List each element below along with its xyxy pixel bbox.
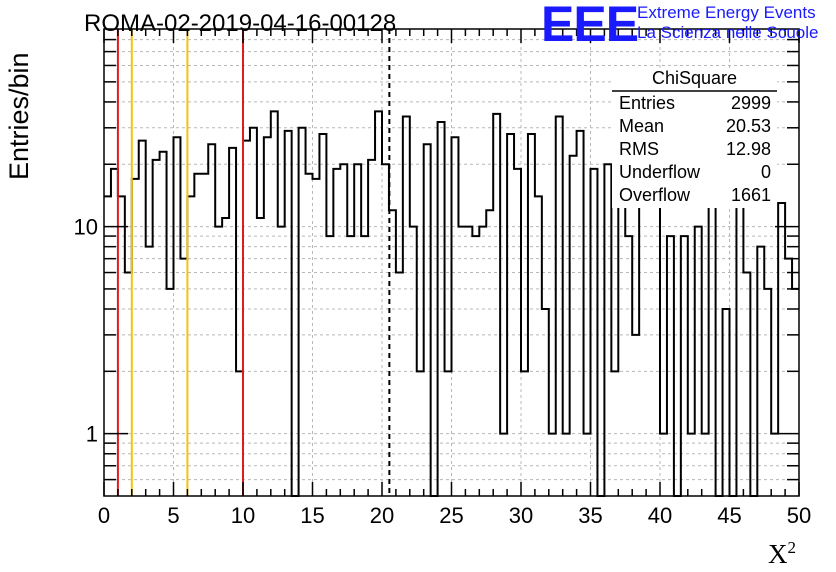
x-tick-label: 20	[370, 503, 394, 528]
logo-line-2: La Scienza nelle Scuole	[637, 23, 819, 42]
x-tick-label: 0	[98, 503, 110, 528]
logo-line-1: Extreme Energy Events	[637, 3, 816, 22]
stats-value: 2999	[730, 93, 771, 113]
x-tick-label: 25	[439, 503, 463, 528]
y-axis-label: Entries/bin	[4, 52, 34, 180]
stats-label: Entries	[619, 93, 676, 113]
histogram-outline	[104, 110, 799, 497]
stats-value: 20.53	[725, 116, 771, 136]
stats-label: Underflow	[619, 162, 701, 182]
stats-value: 1661	[730, 185, 771, 205]
x-axis-label: X2	[768, 538, 796, 570]
x-tick-label: 45	[717, 503, 741, 528]
y-tick-label: 10	[74, 215, 98, 240]
eee-logo: EEE	[541, 0, 639, 52]
x-tick-label: 10	[231, 503, 255, 528]
x-tick-label: 15	[300, 503, 324, 528]
stats-label: RMS	[619, 139, 659, 159]
x-axis-label-superscript: 2	[787, 538, 797, 557]
x-tick-label: 35	[578, 503, 602, 528]
x-tick-label: 30	[509, 503, 533, 528]
x-tick-label: 5	[167, 503, 179, 528]
x-tick-label: 40	[648, 503, 672, 528]
stats-value: 0	[760, 162, 771, 182]
stats-label: Mean	[619, 116, 665, 136]
stats-box-title: ChiSquare	[651, 68, 738, 88]
stats-label: Overflow	[619, 185, 691, 205]
x-tick-label: 50	[787, 503, 811, 528]
x-axis-label-base: X	[768, 539, 788, 569]
chart-title: ROMA-02-2019-04-16-00128	[84, 10, 397, 37]
stats-value: 12.98	[725, 139, 771, 159]
y-tick-label: 1	[86, 422, 98, 447]
